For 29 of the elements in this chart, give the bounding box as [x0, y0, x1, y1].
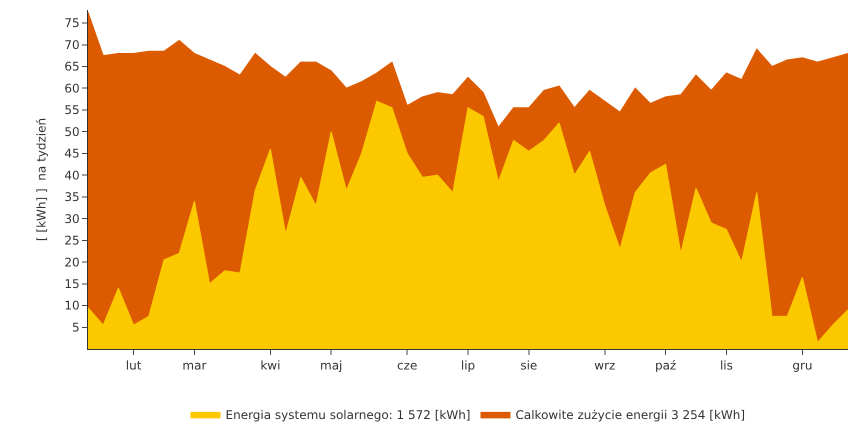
x-tick-label: lis: [720, 358, 733, 372]
x-tick-label: kwi: [260, 358, 280, 372]
y-tick-label: 15: [64, 277, 80, 292]
y-tick-label: 60: [64, 81, 80, 96]
y-tick-label: 70: [64, 38, 80, 52]
x-tick-label: cze: [397, 358, 418, 372]
y-tick-label: 50: [64, 124, 80, 139]
y-tick-label: 65: [64, 60, 80, 74]
y-tick-label: 35: [64, 190, 80, 204]
legend-label: Energia systemu solarnego: 1 572 [kWh]: [226, 408, 470, 422]
y-tick-label: 45: [64, 146, 80, 161]
y-tick-label: 55: [64, 103, 80, 118]
x-tick-label: lut: [126, 358, 142, 372]
y-tick-label: 20: [64, 255, 80, 270]
x-tick-label: lip: [460, 358, 476, 372]
y-tick-label: 40: [64, 168, 80, 182]
y-tick-label: 30: [64, 212, 80, 226]
y-tick-label: 25: [64, 234, 80, 248]
x-tick-label: mar: [182, 358, 206, 372]
x-tick-label: maj: [320, 358, 342, 372]
legend-label: Calkowite zużycie energii 3 254 [kWh]: [515, 408, 746, 422]
x-tick-label: paź: [654, 358, 676, 372]
y-tick-label: 75: [64, 16, 80, 30]
y-tick-label: 10: [64, 298, 80, 313]
x-tick-label: wrz: [594, 358, 616, 372]
y-axis-title: [ [kWh] ] na tydzień: [34, 118, 49, 242]
y-tick-label: 5: [72, 320, 80, 334]
x-tick-label: sie: [520, 358, 538, 372]
x-tick-label: gru: [792, 358, 812, 372]
